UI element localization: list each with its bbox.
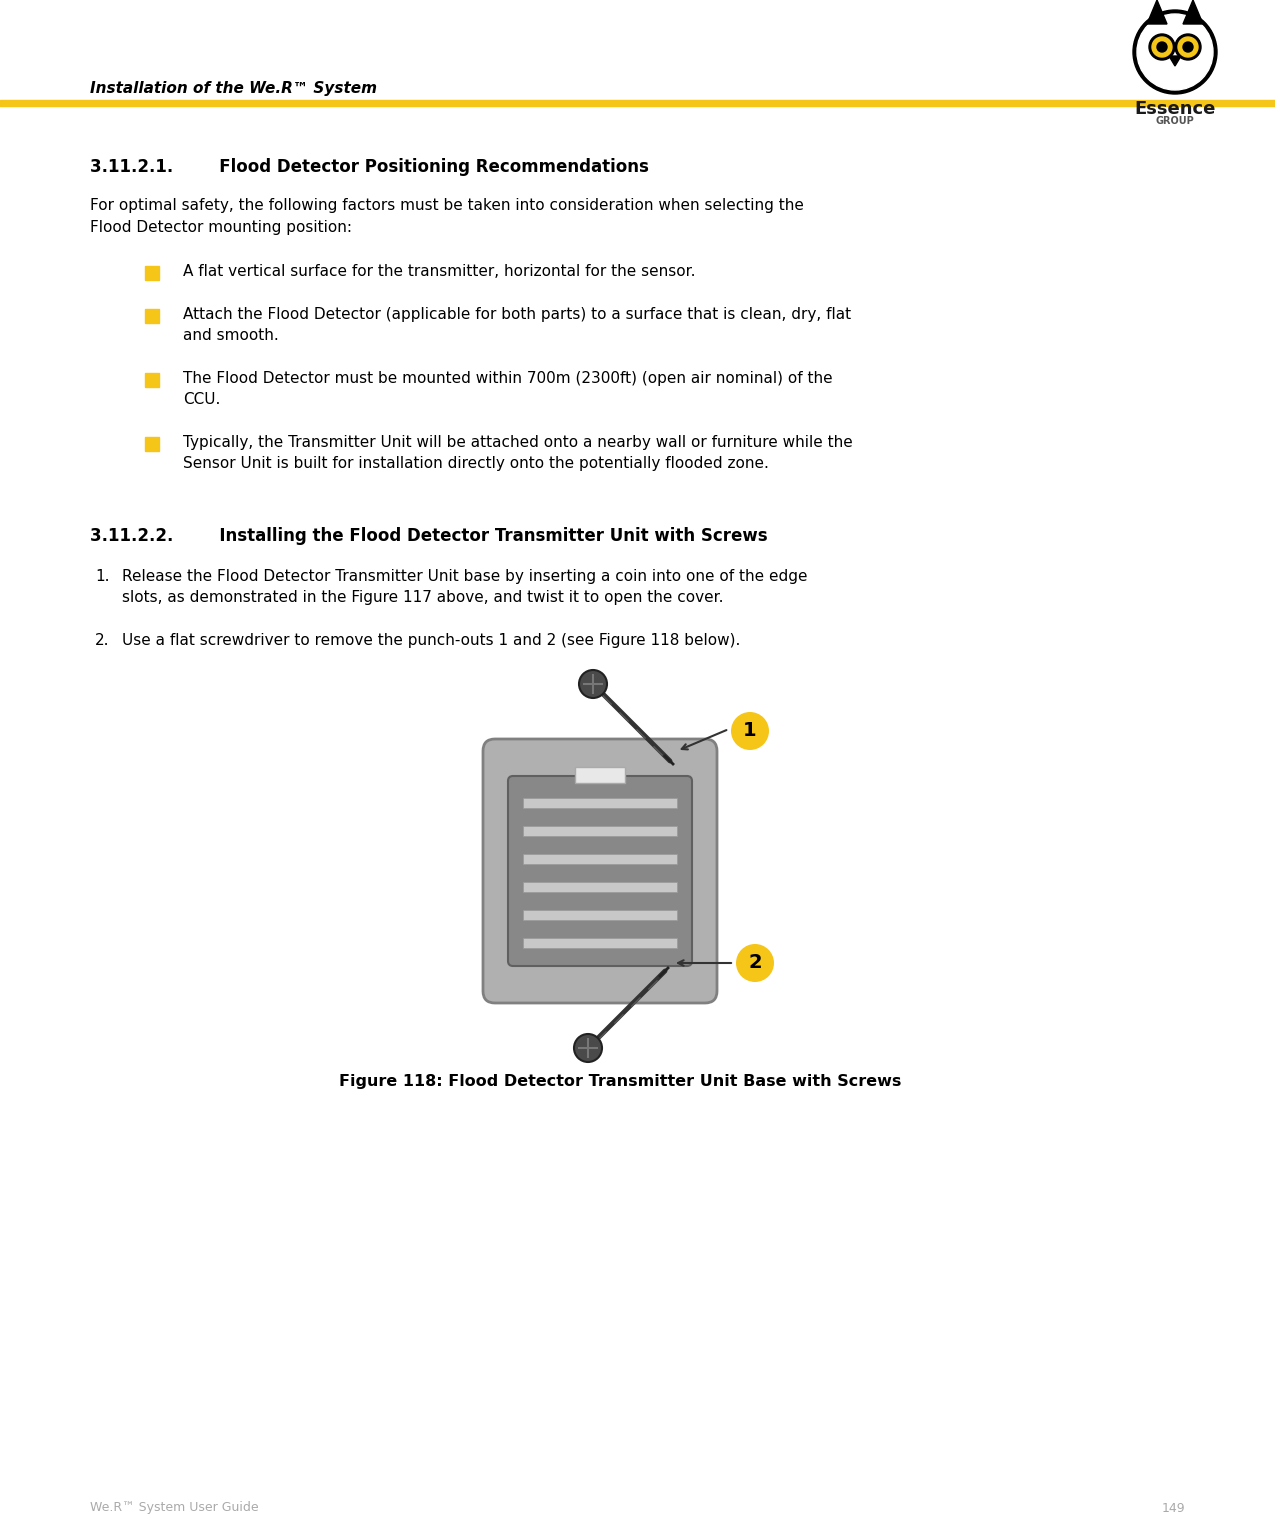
Bar	[523, 910, 677, 921]
Text: 2: 2	[748, 953, 761, 973]
Text: A flat vertical surface for the transmitter, horizontal for the sensor.: A flat vertical surface for the transmit…	[184, 264, 695, 279]
FancyBboxPatch shape	[483, 738, 717, 1003]
Text: Use a flat screwdriver to remove the punch-outs 1 and 2 (see Figure 118 below).: Use a flat screwdriver to remove the pun…	[122, 633, 741, 648]
Circle shape	[1137, 14, 1213, 90]
Text: 2.: 2.	[96, 633, 110, 648]
Text: 1.: 1.	[96, 568, 110, 584]
Bar	[0, 100, 1275, 106]
Circle shape	[579, 669, 607, 699]
Circle shape	[1149, 34, 1176, 60]
Circle shape	[1153, 37, 1172, 57]
Circle shape	[574, 1034, 602, 1062]
Polygon shape	[1148, 0, 1167, 25]
Text: Attach the Flood Detector (applicable for both parts) to a surface that is clean: Attach the Flood Detector (applicable fo…	[184, 306, 852, 322]
Text: 1: 1	[743, 722, 757, 740]
Text: For optimal safety, the following factors must be taken into consideration when : For optimal safety, the following factor…	[91, 198, 803, 213]
Text: Installation of the We.R™ System: Installation of the We.R™ System	[91, 81, 377, 95]
Text: CCU.: CCU.	[184, 392, 221, 408]
Text: Flood Detector mounting position:: Flood Detector mounting position:	[91, 221, 352, 234]
Text: 3.11.2.1.        Flood Detector Positioning Recommendations: 3.11.2.1. Flood Detector Positioning Rec…	[91, 158, 649, 176]
Bar	[523, 882, 677, 892]
Text: Essence: Essence	[1135, 100, 1215, 118]
Bar	[523, 826, 677, 836]
Circle shape	[1183, 41, 1193, 52]
FancyBboxPatch shape	[507, 777, 692, 967]
Text: 3.11.2.2.        Installing the Flood Detector Transmitter Unit with Screws: 3.11.2.2. Installing the Flood Detector …	[91, 527, 768, 545]
Text: Sensor Unit is built for installation directly onto the potentially flooded zone: Sensor Unit is built for installation di…	[184, 457, 769, 470]
Text: We.R™ System User Guide: We.R™ System User Guide	[91, 1501, 259, 1515]
Text: Figure 118: Flood Detector Transmitter Unit Base with Screws: Figure 118: Flood Detector Transmitter U…	[339, 1074, 901, 1089]
Bar	[145, 372, 159, 388]
Bar	[145, 267, 159, 280]
Circle shape	[736, 944, 774, 982]
Text: GROUP: GROUP	[1155, 116, 1195, 126]
Circle shape	[1178, 37, 1198, 57]
Circle shape	[1176, 34, 1201, 60]
Polygon shape	[1169, 57, 1181, 66]
Text: The Flood Detector must be mounted within 700m (2300ft) (open air nominal) of th: The Flood Detector must be mounted withi…	[184, 371, 833, 386]
Bar	[523, 798, 677, 807]
Bar	[145, 309, 159, 323]
Circle shape	[1133, 11, 1218, 93]
Circle shape	[731, 712, 769, 751]
Bar	[523, 853, 677, 864]
Bar	[523, 938, 677, 948]
Text: Release the Flood Detector Transmitter Unit base by inserting a coin into one of: Release the Flood Detector Transmitter U…	[122, 568, 807, 584]
Polygon shape	[1183, 0, 1204, 25]
Circle shape	[1156, 41, 1167, 52]
Text: Typically, the Transmitter Unit will be attached onto a nearby wall or furniture: Typically, the Transmitter Unit will be …	[184, 435, 853, 450]
Text: 149: 149	[1162, 1501, 1184, 1515]
Bar	[575, 768, 625, 783]
Text: and smooth.: and smooth.	[184, 328, 279, 343]
Bar	[145, 437, 159, 450]
Text: slots, as demonstrated in the Figure 117 above, and twist it to open the cover.: slots, as demonstrated in the Figure 117…	[122, 590, 723, 605]
